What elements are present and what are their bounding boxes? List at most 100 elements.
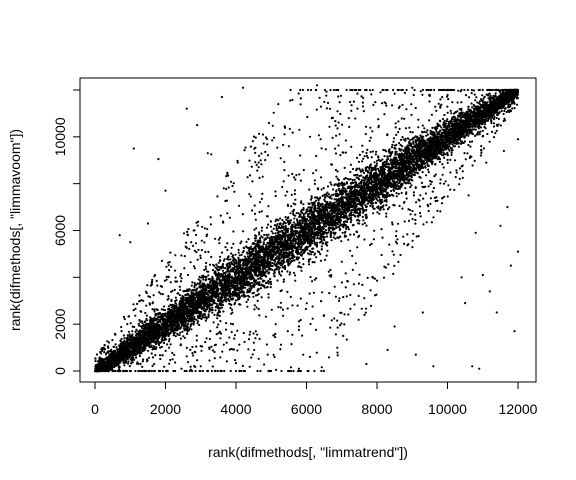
data-point xyxy=(347,238,350,241)
data-point xyxy=(444,180,447,183)
data-point xyxy=(282,222,285,226)
data-point xyxy=(114,369,117,373)
data-point xyxy=(248,193,251,196)
data-point xyxy=(152,322,155,325)
data-point xyxy=(296,304,299,307)
data-point xyxy=(412,93,415,97)
data-point xyxy=(298,235,301,238)
data-point xyxy=(279,217,282,220)
data-point xyxy=(236,285,239,288)
data-point xyxy=(361,205,364,208)
data-point xyxy=(279,222,282,225)
data-point xyxy=(400,117,403,120)
data-point xyxy=(256,169,259,172)
data-point xyxy=(495,129,498,132)
data-point xyxy=(478,133,481,136)
data-point xyxy=(334,124,337,127)
data-point xyxy=(118,368,121,371)
data-point xyxy=(286,307,289,310)
data-point xyxy=(334,295,337,298)
data-point xyxy=(193,281,196,285)
data-point xyxy=(266,154,270,157)
data-point xyxy=(258,176,261,179)
data-point xyxy=(193,249,196,252)
data-point xyxy=(185,241,188,244)
data-point xyxy=(278,266,281,269)
data-point xyxy=(179,343,182,346)
data-point xyxy=(277,268,280,271)
data-point xyxy=(479,130,482,133)
data-point xyxy=(204,278,208,281)
data-point xyxy=(263,363,266,366)
data-point xyxy=(499,124,502,127)
data-point xyxy=(339,219,343,222)
data-point xyxy=(439,210,442,213)
data-point xyxy=(221,263,225,266)
data-point xyxy=(140,310,143,313)
data-point xyxy=(317,205,320,208)
data-point xyxy=(329,268,332,271)
data-point xyxy=(451,120,454,123)
data-point xyxy=(449,146,452,150)
data-point xyxy=(272,111,275,114)
data-point xyxy=(366,156,369,159)
data-point xyxy=(419,211,422,215)
data-point xyxy=(247,348,250,351)
data-point xyxy=(195,295,199,298)
data-point xyxy=(195,339,198,342)
data-point xyxy=(227,298,230,301)
data-point xyxy=(474,128,477,131)
data-point xyxy=(161,354,164,357)
data-point xyxy=(328,107,332,110)
data-point xyxy=(411,179,414,182)
data-point xyxy=(237,248,240,252)
data-point xyxy=(360,174,363,177)
data-point xyxy=(247,298,250,301)
data-point xyxy=(320,221,323,224)
data-point xyxy=(218,330,222,333)
data-point xyxy=(360,307,363,310)
data-point xyxy=(313,369,316,373)
data-point xyxy=(186,322,190,326)
data-point xyxy=(375,150,378,153)
data-point xyxy=(308,188,311,191)
data-point xyxy=(250,165,253,168)
data-point xyxy=(446,111,449,114)
data-point xyxy=(343,323,346,326)
data-point xyxy=(141,333,144,336)
data-point xyxy=(144,311,147,315)
data-point xyxy=(262,142,265,145)
data-point xyxy=(191,345,194,349)
data-point xyxy=(198,286,202,289)
data-point xyxy=(311,261,314,264)
data-point xyxy=(137,322,140,325)
data-point xyxy=(338,133,341,136)
data-point xyxy=(185,346,188,349)
data-point xyxy=(466,88,469,92)
data-point xyxy=(179,331,182,334)
data-point xyxy=(222,343,225,346)
data-point xyxy=(214,237,217,240)
data-point xyxy=(429,183,432,186)
data-point xyxy=(324,200,327,203)
data-point xyxy=(349,249,352,252)
data-point xyxy=(347,228,350,231)
data-point xyxy=(275,368,278,371)
data-point xyxy=(358,153,361,156)
data-point xyxy=(272,136,276,139)
data-point xyxy=(167,275,170,278)
data-point xyxy=(266,236,269,239)
data-point xyxy=(257,166,260,169)
data-point xyxy=(295,212,298,215)
data-point xyxy=(343,166,346,169)
data-point xyxy=(421,162,424,165)
data-point xyxy=(266,241,269,245)
data-point xyxy=(274,323,277,326)
data-point xyxy=(327,204,330,207)
data-point xyxy=(168,346,171,349)
data-point xyxy=(409,213,412,216)
data-point xyxy=(243,149,246,152)
data-point xyxy=(211,269,215,272)
data-point xyxy=(365,224,368,227)
data-point xyxy=(233,334,236,337)
